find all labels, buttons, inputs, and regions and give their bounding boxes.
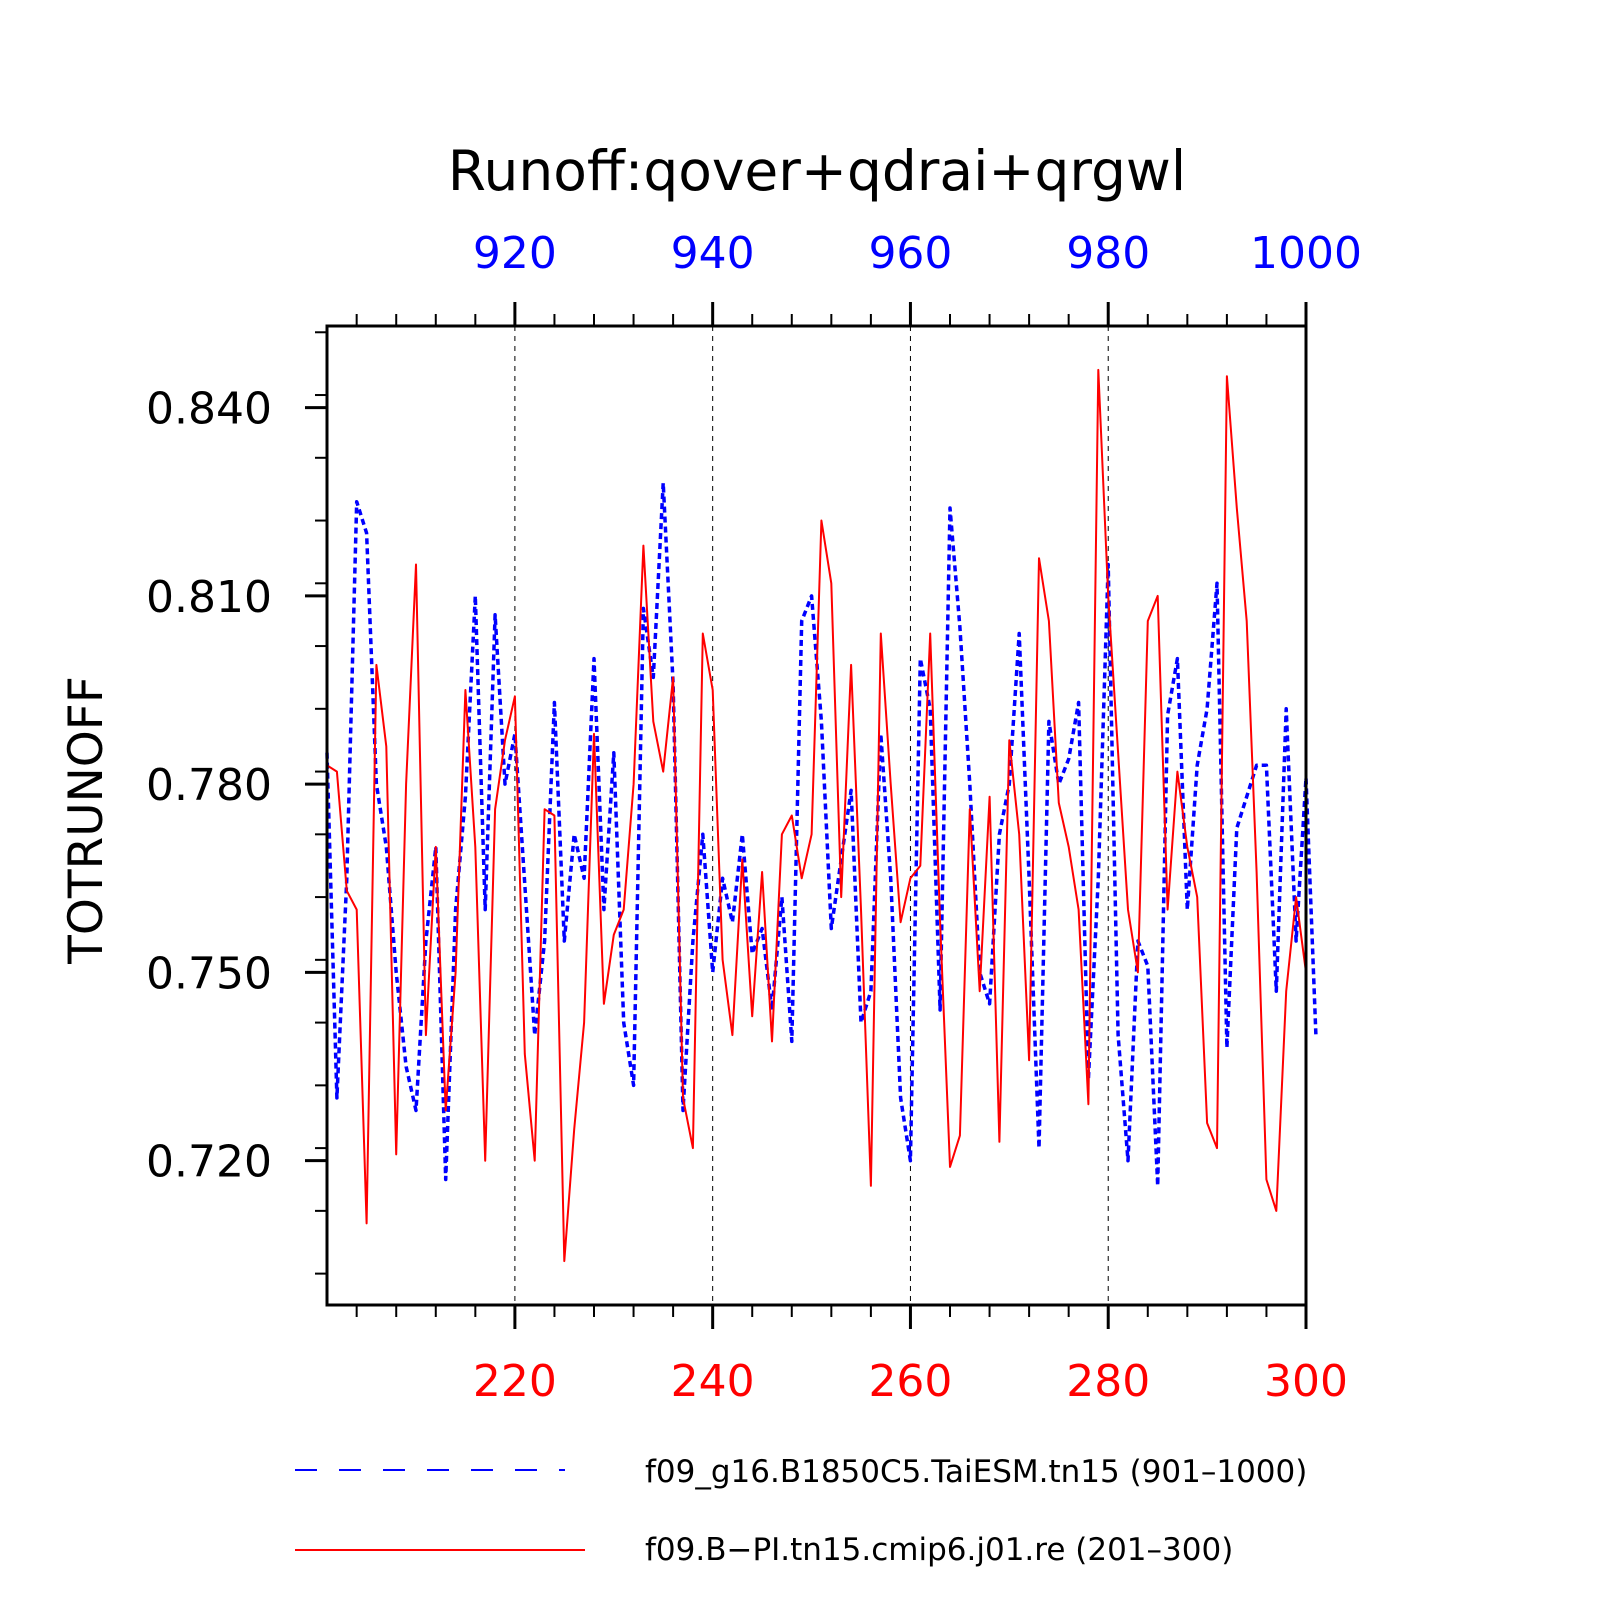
series-line-red	[326, 368, 1307, 1263]
series-line-blue	[325, 481, 1318, 1188]
top-axis: 920 940 960 980 1000	[355, 228, 1362, 326]
bottom-axis: 220 240 260 280 300	[355, 1305, 1348, 1407]
legend-label-blue: f09_g16.B1850C5.TaiESM.tn15 (901–1000)	[645, 1454, 1307, 1490]
y-tick-label: 0.720	[146, 1137, 272, 1188]
bottom-tick-label: 260	[868, 1356, 952, 1407]
top-tick-label: 1000	[1250, 228, 1362, 279]
y-tick-label: 0.750	[146, 948, 272, 999]
y-tick-label: 0.780	[146, 760, 272, 811]
grid-lines	[514, 326, 1109, 1305]
y-tick-label: 0.810	[146, 572, 272, 623]
legend: f09_g16.B1850C5.TaiESM.tn15 (901–1000) f…	[295, 1454, 1307, 1568]
plot-frame	[325, 324, 1308, 1307]
top-tick-label: 960	[868, 228, 952, 279]
legend-label-red: f09.B−PI.tn15.cmip6.j01.re (201–300)	[645, 1532, 1233, 1568]
y-tick-label: 0.840	[146, 384, 272, 435]
y-axis-label: TOTRUNOFF	[59, 676, 114, 965]
top-tick-label: 920	[473, 228, 557, 279]
y-axis: 0.720 0.750 0.780 0.810 0.840	[146, 331, 327, 1275]
series-layer	[325, 368, 1318, 1263]
top-tick-label: 980	[1066, 228, 1150, 279]
bottom-tick-label: 220	[473, 1356, 557, 1407]
bottom-tick-label: 240	[671, 1356, 755, 1407]
bottom-tick-label: 300	[1264, 1356, 1348, 1407]
chart-title: Runoff:qover+qdrai+qrgwl	[448, 139, 1186, 203]
bottom-tick-label: 280	[1066, 1356, 1150, 1407]
top-tick-label: 940	[671, 228, 755, 279]
